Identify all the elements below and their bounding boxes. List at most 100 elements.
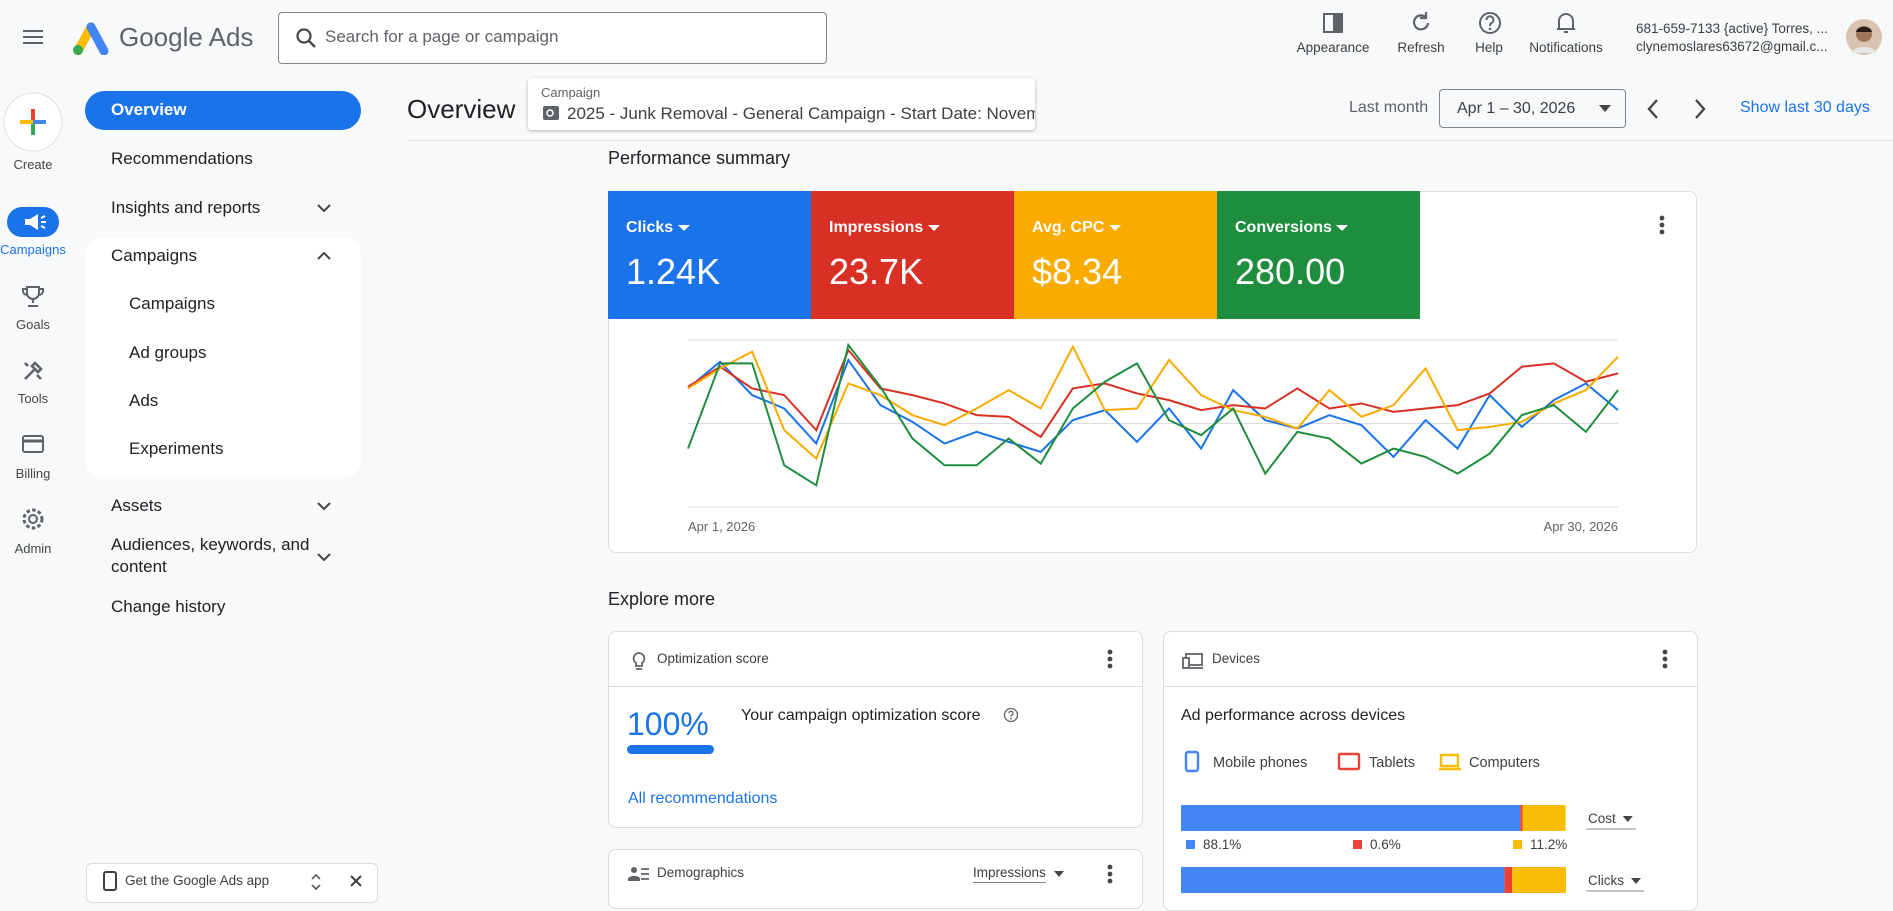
- bar-segment: [1181, 867, 1505, 893]
- chevron-down[interactable]: [316, 499, 332, 513]
- campaigns-rail-icon[interactable]: [7, 207, 59, 237]
- dropdown-arrow[interactable]: [1054, 871, 1064, 877]
- phone-icon: [103, 871, 117, 891]
- series-line: [687, 357, 1619, 459]
- card-title: Optimization score: [657, 651, 769, 666]
- campaign-icon: [543, 106, 559, 120]
- metric-dropdown[interactable]: Cost: [1588, 811, 1616, 826]
- avatar[interactable]: [1846, 19, 1882, 55]
- x-tick-label: Apr 30, 2026: [1544, 519, 1618, 534]
- refresh-icon[interactable]: [1409, 10, 1433, 36]
- kebab-menu[interactable]: [1659, 647, 1671, 671]
- metric-dropdown[interactable]: Clicks: [1588, 873, 1624, 888]
- kebab-menu[interactable]: [1104, 862, 1116, 886]
- nav-item[interactable]: Change history: [111, 597, 226, 616]
- nav-sub-item[interactable]: Ads: [129, 391, 159, 410]
- rail-label[interactable]: Admin: [14, 541, 52, 556]
- legend-label: Computers: [1469, 755, 1540, 771]
- bar-segment: [1520, 805, 1523, 831]
- score-text: Your campaign optimization score: [741, 707, 981, 724]
- nav-item[interactable]: Recommendations: [111, 149, 253, 168]
- metric-value: $8.34: [1032, 251, 1123, 292]
- nav-item[interactable]: Assets: [111, 496, 163, 515]
- notifications-icon[interactable]: [1554, 10, 1578, 36]
- refresh-label[interactable]: Refresh: [1397, 40, 1445, 55]
- metric-name: Impressions: [829, 219, 940, 237]
- card-title: Devices: [1212, 651, 1261, 666]
- prev-button[interactable]: [1645, 98, 1661, 120]
- campaign-name: 2025 - Junk Removal - General Campaign -…: [567, 104, 1035, 123]
- app-banner[interactable]: Get the Google Ads app: [86, 863, 378, 903]
- section-title: Performance summary: [608, 148, 791, 168]
- nav-item[interactable]: Campaigns: [111, 246, 197, 265]
- date-range[interactable]: Apr 1 – 30, 2026: [1439, 89, 1626, 128]
- show-last-link[interactable]: Show last 30 days: [1740, 99, 1870, 116]
- legend-label: Tablets: [1369, 755, 1415, 771]
- goals-icon[interactable]: [21, 284, 45, 310]
- kebab-menu[interactable]: [1656, 213, 1668, 237]
- bulb-icon: [632, 652, 646, 670]
- account-name[interactable]: 681-659-7133 {active} Torres, ...: [1636, 21, 1828, 36]
- x-tick-label: Apr 1, 2026: [688, 519, 755, 534]
- section-title: Explore more: [608, 589, 716, 609]
- nav-sub-item[interactable]: Ad groups: [129, 343, 207, 362]
- metric-name: Clicks: [626, 219, 690, 237]
- help-icon[interactable]: [1477, 10, 1503, 36]
- nav-sub-item[interactable]: Experiments: [129, 439, 224, 458]
- account-email[interactable]: clynemoslares63672@gmail.c...: [1636, 39, 1828, 54]
- value-label: 11.2%: [1530, 837, 1567, 852]
- appearance-icon[interactable]: [1321, 10, 1345, 36]
- chevron-up[interactable]: [316, 249, 332, 263]
- expand-icon[interactable]: [309, 872, 323, 892]
- rail-label[interactable]: Billing: [15, 466, 51, 481]
- help-label[interactable]: Help: [1475, 40, 1503, 55]
- search-icon: [296, 28, 316, 48]
- recommendations-link[interactable]: All recommendations: [628, 790, 778, 807]
- dropdown-arrow: [927, 225, 940, 231]
- range-label: Last month: [1349, 99, 1429, 116]
- optimization-score: 100%: [627, 706, 709, 742]
- metric-tile[interactable]: Avg. CPC $8.34: [1014, 191, 1217, 319]
- metric-tile[interactable]: Conversions 280.00: [1217, 191, 1420, 319]
- page-title: Overview: [407, 94, 516, 124]
- metric-dropdown[interactable]: Impressions: [973, 865, 1046, 883]
- logo: [73, 22, 109, 55]
- value-label: 0.6%: [1370, 837, 1401, 852]
- campaign-selector[interactable]: Campaign 2025 - Junk Removal - General C…: [528, 78, 1035, 130]
- next-button[interactable]: [1692, 98, 1708, 120]
- rail-label[interactable]: Campaigns: [0, 242, 66, 257]
- help-icon[interactable]: [1003, 707, 1019, 723]
- legend-icon: [1184, 750, 1200, 773]
- nav-sub-item[interactable]: Campaigns: [129, 294, 215, 313]
- search-box[interactable]: Search for a page or campaign: [278, 12, 827, 64]
- rail-label[interactable]: Tools: [17, 391, 49, 406]
- dropdown-arrow: [677, 225, 690, 231]
- kebab-menu[interactable]: [1104, 647, 1116, 671]
- dropdown-arrow: [1622, 816, 1633, 822]
- menu-button[interactable]: [21, 25, 45, 49]
- devices-card: Devices Ad performance across devices: [1163, 631, 1698, 911]
- legend-icon: [1337, 752, 1361, 771]
- appearance-label[interactable]: Appearance: [1296, 40, 1370, 55]
- admin-icon[interactable]: [21, 507, 45, 531]
- label-swatch: [1353, 840, 1362, 849]
- metric-tile[interactable]: Clicks 1.24K: [608, 191, 811, 319]
- tools-icon[interactable]: [21, 359, 45, 385]
- billing-icon[interactable]: [21, 433, 45, 455]
- rail-label[interactable]: Goals: [16, 317, 50, 332]
- notifications-label[interactable]: Notifications: [1529, 40, 1603, 55]
- nav-item[interactable]: Overview: [111, 100, 187, 119]
- nav-item[interactable]: Insights and reports: [111, 198, 261, 217]
- close-icon[interactable]: [349, 874, 363, 888]
- metric-value: 1.24K: [626, 251, 721, 292]
- chevron-down[interactable]: [316, 201, 332, 215]
- create-button[interactable]: [2, 91, 64, 153]
- bar-segment: [1522, 805, 1566, 831]
- metric-tile[interactable]: Impressions 23.7K: [811, 191, 1014, 319]
- nav-item[interactable]: Audiences, keywords, and content: [111, 535, 310, 576]
- metric-name: Conversions: [1235, 219, 1349, 237]
- nav-active-pill[interactable]: [85, 91, 361, 130]
- chevron-down[interactable]: [316, 550, 332, 564]
- rail-label[interactable]: Create: [13, 157, 53, 172]
